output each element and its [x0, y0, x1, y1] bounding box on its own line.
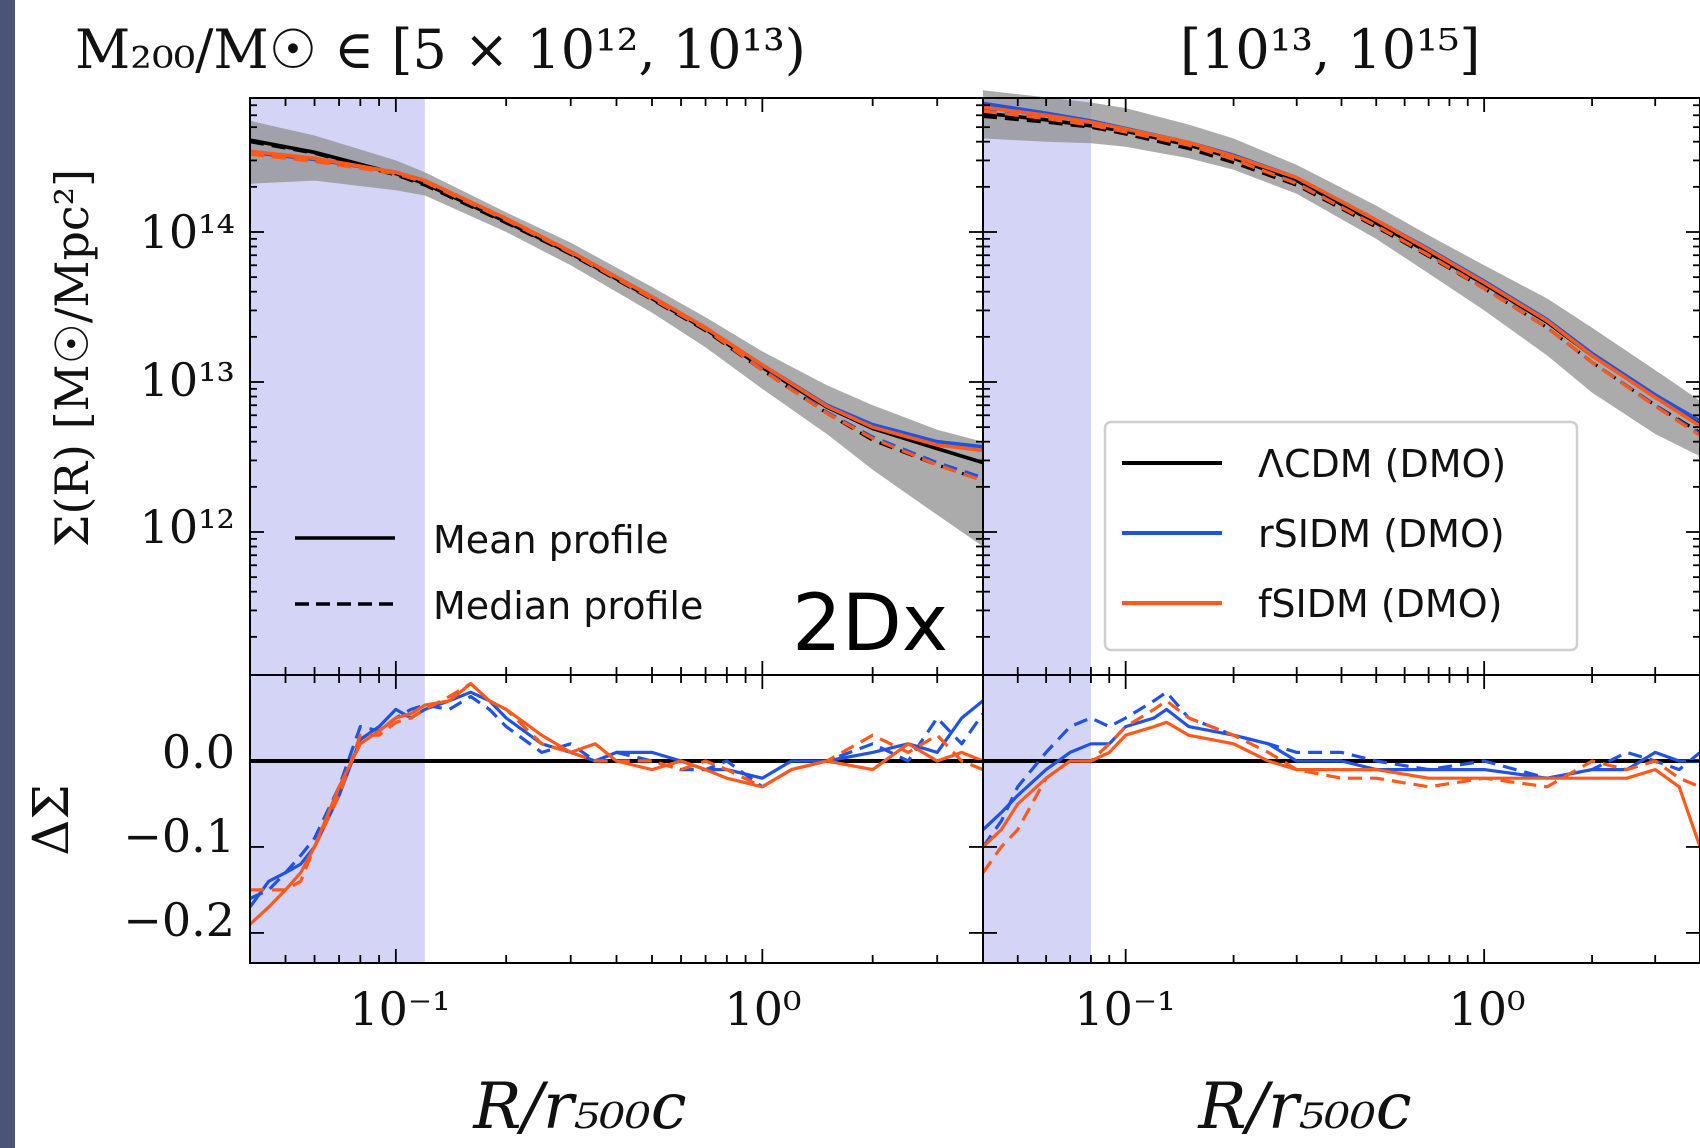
top-y-tick-label: 10¹⁴	[140, 205, 235, 259]
legend-label-median-profile: Median profile	[433, 584, 703, 628]
bottom-y-axis-label: ΔΣ	[22, 784, 80, 855]
figure: M₂₀₀/M☉ ∈ [5 × 10¹², 10¹³) [10¹³, 10¹⁵] …	[15, 0, 1700, 1148]
right-top-mean-line	[982, 105, 1700, 428]
left-panel-title: M₂₀₀/M☉ ∈ [5 × 10¹², 10¹³)	[75, 18, 806, 81]
x-tick-label: 10⁻¹	[349, 982, 450, 1036]
top-y-tick-label: 10¹²	[140, 500, 235, 554]
right-x-axis-label: R/r₅₀₀c	[1197, 1070, 1411, 1144]
right-top-median-line	[982, 114, 1700, 434]
left-residual-median-line	[250, 681, 984, 892]
model-legend: ΛCDM (DMO) rSIDM (DMO) fSIDM (DMO)	[1103, 420, 1579, 652]
projection-annotation: 2Dx	[792, 579, 948, 669]
legend-label-fsidm: fSIDM (DMO)	[1258, 582, 1502, 626]
legend-frame	[1103, 420, 1579, 652]
right-panel-title: [10¹³, 10¹⁵]	[1180, 18, 1480, 81]
legend-label-mean-profile: Mean profile	[433, 518, 669, 562]
legend-label-lcdm: ΛCDM (DMO)	[1258, 442, 1506, 486]
x-tick-label: 10⁰	[725, 982, 802, 1036]
bottom-y-tick-label: 0.0	[162, 725, 235, 779]
x-tick-label: 10⁰	[1449, 982, 1526, 1036]
left-x-axis-label: R/r₅₀₀c	[472, 1070, 686, 1144]
right-top-median-line	[982, 109, 1700, 437]
right-residual-median-line	[981, 699, 1700, 874]
right-top-shaded-region	[983, 98, 1091, 675]
x-tick-label: 10⁻¹	[1074, 982, 1175, 1036]
left-top-median-line	[249, 152, 984, 483]
bottom-y-tick-label: −0.2	[123, 893, 235, 947]
right-scatter-band	[983, 90, 1700, 457]
top-y-tick-label: 10¹³	[140, 353, 235, 407]
figure-canvas: M₂₀₀/M☉ ∈ [5 × 10¹², 10¹³) [10¹³, 10¹⁵] …	[22, 18, 1700, 1144]
style-legend: Mean profile Median profile	[295, 518, 703, 628]
legend-label-rsidm: rSIDM (DMO)	[1258, 512, 1505, 556]
top-y-axis-label: Σ(R) [M☉/Mpc²]	[45, 169, 99, 547]
left-top-shaded-region	[250, 98, 425, 675]
right-bottom-shaded-region	[983, 675, 1091, 963]
right-residual-median-line	[981, 690, 1700, 848]
bottom-y-tick-label: −0.1	[123, 809, 235, 863]
